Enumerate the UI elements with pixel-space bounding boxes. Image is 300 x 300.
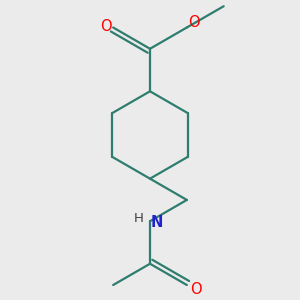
Text: O: O xyxy=(190,282,202,297)
Text: O: O xyxy=(188,15,200,30)
Text: N: N xyxy=(151,215,163,230)
Text: O: O xyxy=(100,19,112,34)
Text: H: H xyxy=(134,212,143,225)
